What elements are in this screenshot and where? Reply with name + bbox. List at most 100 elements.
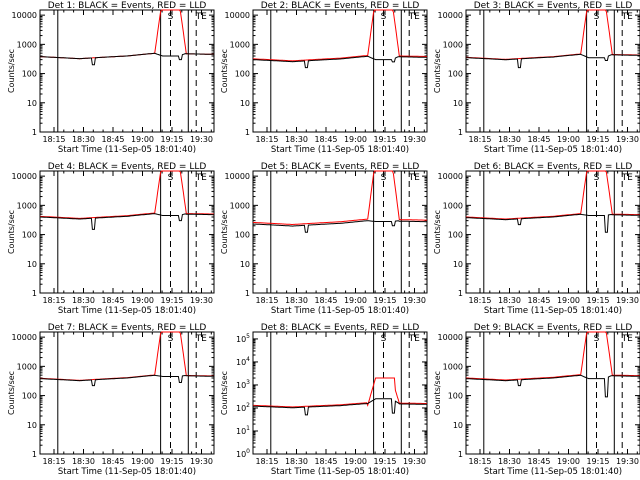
y-tick-label: 1: [245, 128, 250, 137]
marker-label-te: TE: [195, 12, 207, 22]
y-tick-label: 10: [27, 260, 37, 269]
chart-panel-9: Det 9: BLACK = Events, RED = LLD 1 10 100 10…: [433, 323, 640, 477]
x-axis-label: Start Time (11-Sep-05 18:01:40): [58, 467, 196, 477]
marker-label-te: TE: [408, 334, 420, 344]
x-tick-label: 18:15: [255, 296, 278, 305]
y-tick-label: 100: [448, 231, 463, 240]
x-axis-label: Start Time (11-Sep-05 18:01:40): [271, 467, 409, 477]
y-tick-label: 1000: [17, 40, 37, 49]
chart-panel-5: Det 5: BLACK = Events, RED = LLD 1 10 100 10…: [220, 162, 428, 316]
marker-label-te: TE: [195, 173, 207, 183]
x-axis-label: Start Time (11-Sep-05 18:01:40): [271, 306, 409, 316]
marker-label-te: TE: [195, 334, 207, 344]
x-tick-label: 19:00: [344, 457, 367, 466]
x-tick-label: 19:30: [616, 135, 639, 144]
marker-label-te: TE: [621, 334, 633, 344]
series-events-line: [252, 55, 427, 69]
x-tick-label: 19:30: [190, 457, 213, 466]
x-axis-label: Start Time (11-Sep-05 18:01:40): [58, 145, 196, 155]
series-events-line: [252, 220, 427, 233]
panel-title: Det 6: BLACK = Events, RED = LLD: [474, 162, 633, 172]
y-axis-label: Counts/sec: [220, 210, 229, 254]
x-tick-label: 18:30: [72, 457, 95, 466]
x-tick-label: 18:15: [42, 296, 65, 305]
y-tick-label: 10: [453, 99, 463, 108]
x-tick-label: 19:15: [586, 135, 609, 144]
y-tick-label: 10000: [438, 172, 463, 181]
marker-label-s: S: [381, 12, 387, 22]
series-lld-line: [252, 377, 427, 408]
marker-label-s: S: [594, 12, 600, 22]
x-tick-label: 18:15: [255, 135, 278, 144]
x-tick-label: 18:30: [72, 135, 95, 144]
x-tick-label: 19:15: [586, 296, 609, 305]
y-tick-label: 101: [236, 425, 250, 436]
x-tick-label: 19:30: [616, 296, 639, 305]
x-tick-label: 19:15: [160, 457, 183, 466]
x-tick-label: 19:30: [190, 135, 213, 144]
series-events-line: [466, 53, 640, 69]
y-tick-label: 10: [27, 421, 37, 430]
x-tick-label: 19:00: [131, 457, 154, 466]
marker-label-te: TE: [621, 12, 633, 22]
y-tick-label: 100: [235, 70, 250, 79]
y-tick-label: 100: [22, 392, 37, 401]
x-tick-label: 18:45: [527, 135, 550, 144]
panel-title: Det 2: BLACK = Events, RED = LLD: [261, 1, 420, 11]
marker-label-s: S: [381, 173, 387, 183]
x-tick-label: 19:15: [373, 296, 396, 305]
marker-label-s: S: [381, 334, 387, 344]
panel-title: Det 4: BLACK = Events, RED = LLD: [48, 162, 207, 172]
y-axis-label: Counts/sec: [220, 371, 229, 415]
y-tick-label: 10: [240, 260, 250, 269]
y-tick-label: 1000: [17, 362, 37, 371]
x-axis-label: Start Time (11-Sep-05 18:01:40): [58, 306, 196, 316]
panel-title: Det 3: BLACK = Events, RED = LLD: [474, 1, 633, 11]
series-lld-line: [466, 331, 640, 381]
x-tick-label: 19:15: [160, 135, 183, 144]
y-tick-label: 10000: [225, 11, 250, 20]
x-tick-label: 18:45: [314, 135, 337, 144]
plot-frame: [39, 331, 215, 455]
x-tick-label: 18:15: [468, 457, 491, 466]
y-axis-label: Counts/sec: [7, 371, 16, 415]
x-tick-label: 19:00: [557, 135, 580, 144]
plot-frame: [252, 9, 428, 133]
y-tick-label: 10: [453, 421, 463, 430]
series-events-line: [252, 398, 427, 416]
marker-label-s: S: [594, 173, 600, 183]
x-tick-label: 18:45: [314, 296, 337, 305]
x-tick-label: 19:30: [190, 296, 213, 305]
chart-panel-3: Det 3: BLACK = Events, RED = LLD 1 10 100 10…: [433, 1, 640, 155]
panel-title: Det 9: BLACK = Events, RED = LLD: [474, 323, 633, 333]
x-tick-label: 18:15: [42, 135, 65, 144]
x-tick-label: 18:15: [468, 296, 491, 305]
y-tick-label: 100: [22, 231, 37, 240]
plot-frame: [252, 170, 428, 294]
y-tick-label: 1: [458, 289, 463, 298]
y-tick-label: 1: [32, 128, 37, 137]
y-tick-label: 1000: [443, 362, 463, 371]
y-tick-label: 105: [236, 333, 250, 344]
x-tick-label: 19:15: [160, 296, 183, 305]
plot-frame: [465, 9, 640, 133]
x-axis-label: Start Time (11-Sep-05 18:01:40): [484, 467, 622, 477]
series-events-line: [39, 374, 214, 387]
chart-panel-6: Det 6: BLACK = Events, RED = LLD 1 10 100 10…: [433, 162, 640, 316]
x-tick-label: 19:30: [403, 457, 426, 466]
plot-frame: [39, 170, 215, 294]
y-tick-label: 102: [236, 402, 250, 413]
x-tick-label: 19:00: [344, 135, 367, 144]
x-tick-label: 19:15: [373, 457, 396, 466]
marker-label-te: TE: [408, 173, 420, 183]
x-tick-label: 19:15: [586, 457, 609, 466]
x-tick-label: 18:30: [285, 457, 308, 466]
x-tick-label: 18:45: [527, 457, 550, 466]
y-tick-label: 100: [22, 70, 37, 79]
x-tick-label: 18:45: [101, 296, 124, 305]
chart-panel-1: Det 1: BLACK = Events, RED = LLD 1 10 100 10…: [7, 1, 215, 155]
marker-label-s: S: [594, 334, 600, 344]
y-tick-label: 10000: [225, 172, 250, 181]
y-tick-label: 103: [236, 379, 250, 390]
series-lld-line: [252, 9, 427, 62]
